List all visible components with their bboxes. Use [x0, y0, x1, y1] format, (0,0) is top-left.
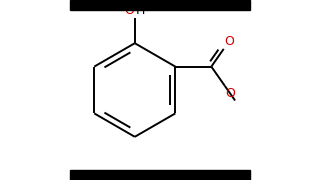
Text: O: O: [124, 4, 134, 17]
Text: O: O: [225, 35, 235, 48]
Text: H: H: [136, 4, 145, 17]
Bar: [70, 0, 250, 10]
Bar: [70, 170, 250, 180]
Text: O: O: [226, 87, 235, 100]
